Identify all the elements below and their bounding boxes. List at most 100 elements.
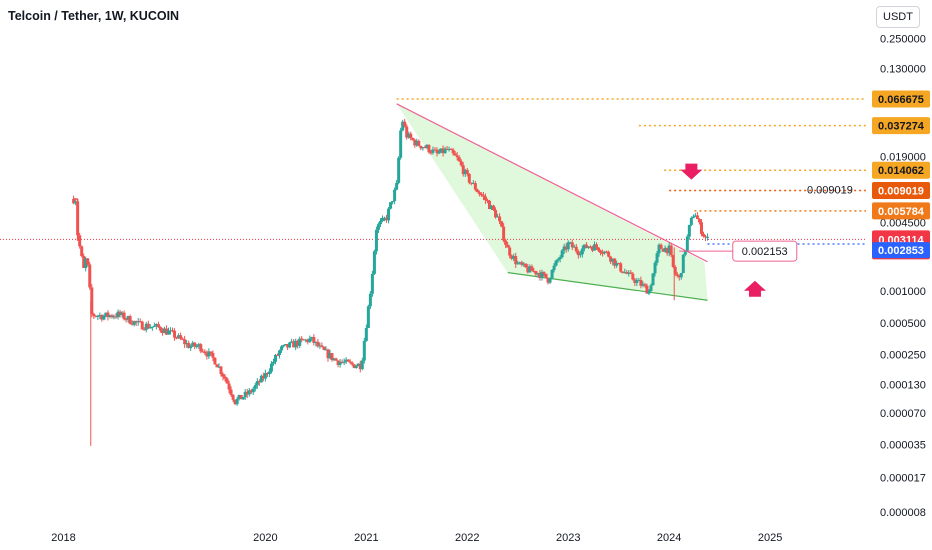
candle-body bbox=[526, 267, 530, 273]
time-axis[interactable]: 2018 2020 2021 2022 2023 2024 2025 bbox=[51, 532, 782, 544]
candle-body bbox=[164, 328, 168, 335]
candle-body bbox=[562, 246, 566, 251]
candle-body bbox=[451, 149, 455, 154]
candle-body bbox=[423, 147, 427, 149]
candle-body bbox=[152, 325, 156, 327]
candle-body bbox=[542, 272, 546, 274]
candle-body bbox=[391, 201, 395, 203]
level-tag bbox=[872, 202, 930, 220]
candle-body bbox=[568, 242, 572, 244]
candle-body bbox=[701, 233, 705, 237]
candle-body bbox=[485, 200, 489, 202]
candle-body bbox=[243, 391, 247, 398]
candle-body bbox=[185, 342, 189, 345]
price-axis[interactable]: 0.250000 0.130000 0.019000 0.004500 0.001000… bbox=[872, 34, 930, 520]
candle-body bbox=[627, 272, 631, 274]
candle-body bbox=[340, 361, 344, 363]
candle-body bbox=[697, 219, 701, 223]
candle-body bbox=[286, 344, 290, 348]
candle-body bbox=[385, 217, 389, 221]
candle-body bbox=[140, 321, 144, 330]
candle-body bbox=[124, 319, 128, 321]
candle-body bbox=[380, 217, 384, 222]
candle-body bbox=[655, 253, 659, 263]
candle-body bbox=[237, 394, 241, 399]
candle-body bbox=[213, 357, 217, 365]
candle-body bbox=[112, 316, 116, 318]
candle-body bbox=[594, 244, 598, 248]
candle-body bbox=[205, 353, 209, 357]
candle-body bbox=[588, 246, 592, 248]
candle-body bbox=[599, 250, 603, 253]
candle-body bbox=[673, 266, 677, 275]
candle-body bbox=[615, 263, 619, 266]
candle-body bbox=[306, 339, 310, 343]
candle-body bbox=[72, 198, 76, 204]
candle-body bbox=[344, 359, 348, 362]
candle-body bbox=[132, 321, 136, 325]
candle-body bbox=[477, 192, 481, 195]
candle-body bbox=[342, 361, 346, 363]
arrow-up-icon bbox=[743, 280, 766, 297]
candle-body bbox=[473, 183, 477, 190]
candle-body bbox=[263, 373, 267, 379]
level-tag bbox=[872, 90, 930, 108]
y-tick-label: 0.000008 bbox=[880, 507, 926, 519]
candle-body bbox=[439, 148, 443, 153]
target-box bbox=[732, 240, 798, 262]
candle-body bbox=[74, 201, 78, 204]
candle-body bbox=[98, 315, 102, 317]
candle-body bbox=[162, 328, 166, 334]
candle-body bbox=[374, 229, 378, 252]
candle-body bbox=[92, 313, 96, 316]
candle-body bbox=[419, 145, 423, 149]
candle-body bbox=[487, 200, 491, 210]
candle-body bbox=[619, 263, 623, 272]
y-tick-label: 0.019000 bbox=[880, 151, 926, 163]
candle-body bbox=[453, 153, 457, 156]
candle-body bbox=[308, 338, 312, 343]
candle-body bbox=[397, 157, 401, 183]
annotation-layer: 0.002153 0.009019 bbox=[679, 163, 853, 297]
candle-body bbox=[653, 262, 657, 274]
candle-body bbox=[496, 216, 500, 218]
candle-body bbox=[249, 390, 253, 393]
candle-body bbox=[621, 271, 625, 273]
candle-body bbox=[318, 345, 322, 347]
candle-body bbox=[336, 360, 340, 365]
candle-body bbox=[492, 205, 496, 210]
x-tick-label: 2023 bbox=[556, 532, 580, 544]
candle-body bbox=[239, 394, 243, 400]
candle-body bbox=[532, 270, 536, 272]
candle-body bbox=[528, 266, 532, 273]
candle-body bbox=[518, 262, 522, 264]
candle-body bbox=[251, 388, 255, 393]
candle-body bbox=[455, 155, 459, 158]
candle-body bbox=[160, 330, 164, 334]
candle-body bbox=[514, 256, 518, 265]
support-tag-label: 0.002853 bbox=[878, 245, 924, 257]
candle-body bbox=[209, 351, 213, 354]
candle-body bbox=[158, 326, 162, 331]
y-tick-label: 0.000500 bbox=[880, 318, 926, 330]
candle-body bbox=[605, 251, 609, 253]
candle-body bbox=[530, 266, 534, 271]
currency-button[interactable]: USDT bbox=[876, 6, 920, 28]
candle-body bbox=[82, 256, 86, 268]
candle-body bbox=[294, 340, 298, 348]
candle-body bbox=[215, 364, 219, 368]
candle-body bbox=[290, 341, 294, 343]
candle-body bbox=[187, 342, 191, 349]
candle-body bbox=[580, 248, 584, 255]
candle-body bbox=[502, 226, 506, 241]
candle-body bbox=[211, 353, 215, 358]
candle-body bbox=[90, 287, 94, 314]
candle-body bbox=[142, 329, 146, 331]
candle-body bbox=[84, 258, 88, 268]
y-tick-label: 0.001000 bbox=[880, 286, 926, 298]
candle-body bbox=[245, 391, 249, 395]
candle-body bbox=[576, 251, 580, 256]
candle-body bbox=[247, 390, 251, 395]
candle-body bbox=[586, 246, 590, 248]
